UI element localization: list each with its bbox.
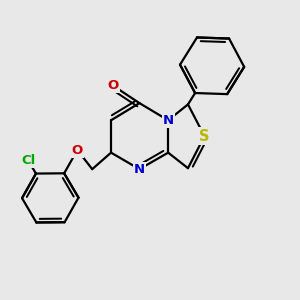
Text: O: O bbox=[107, 79, 118, 92]
Text: Cl: Cl bbox=[21, 154, 35, 167]
Text: N: N bbox=[134, 163, 145, 176]
Text: N: N bbox=[163, 114, 174, 127]
Text: O: O bbox=[72, 143, 83, 157]
Text: S: S bbox=[199, 129, 210, 144]
